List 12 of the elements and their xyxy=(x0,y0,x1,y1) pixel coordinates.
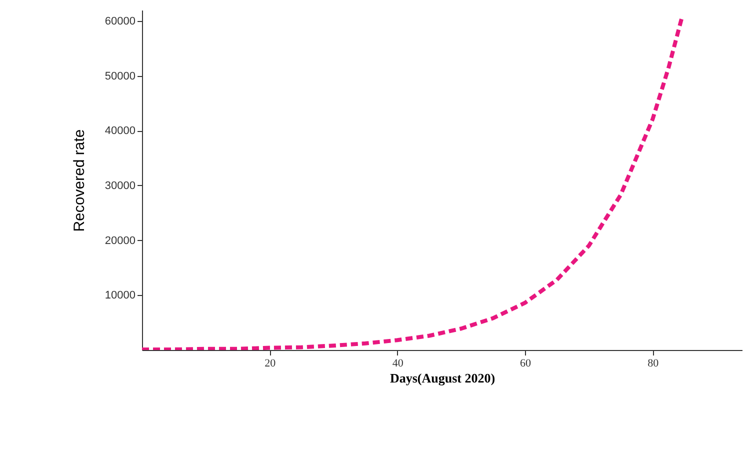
x-tick-label: 60 xyxy=(520,358,532,370)
x-axis-title: Days(August 2020) xyxy=(390,370,496,386)
y-tick-label: 60000 xyxy=(104,15,136,28)
x-tick-label: 20 xyxy=(264,358,276,370)
y-tick-label: 30000 xyxy=(104,180,136,192)
y-tick-label: 50000 xyxy=(104,70,136,82)
y-tick-label: 40000 xyxy=(104,125,136,138)
y-tick-label: 10000 xyxy=(104,290,136,302)
y-tick-label: 20000 xyxy=(104,234,136,247)
y-axis-title: Recovered rate xyxy=(70,129,88,232)
x-tick-label: 80 xyxy=(648,358,660,370)
x-tick-label: 40 xyxy=(392,358,404,370)
